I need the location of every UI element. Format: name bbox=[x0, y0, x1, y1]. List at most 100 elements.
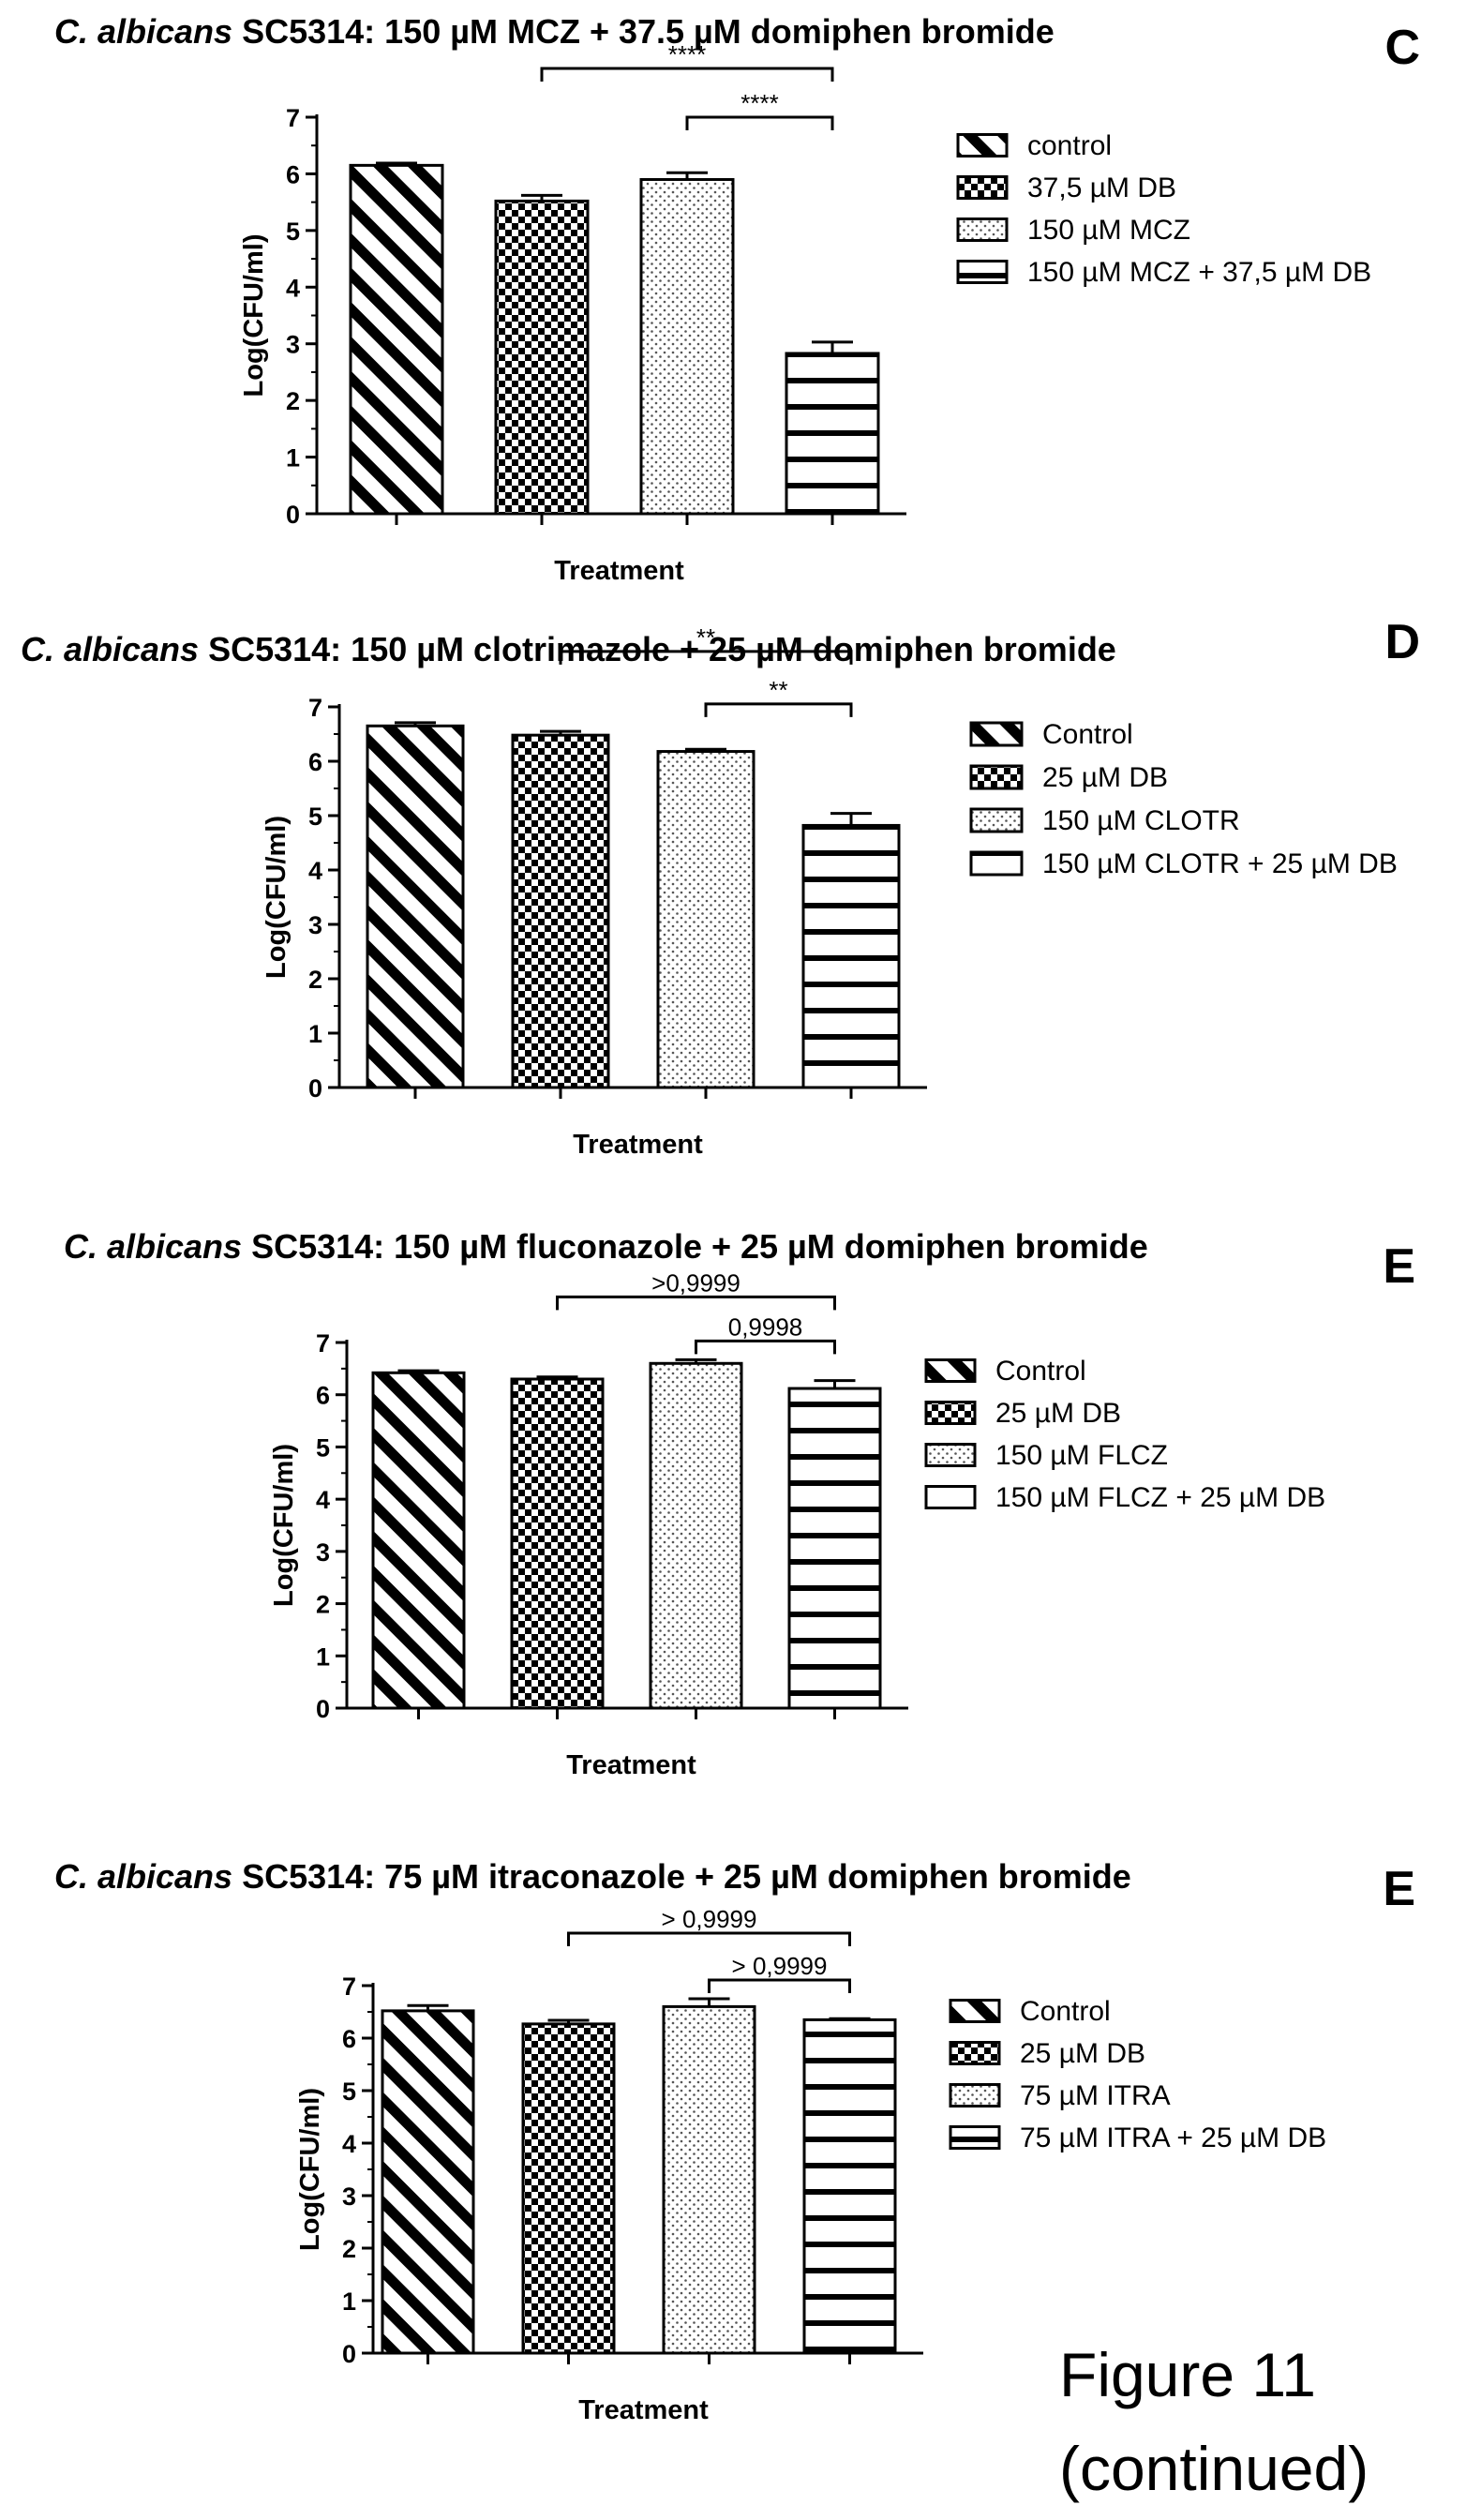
y-tick-label: 6 bbox=[342, 2025, 356, 2053]
legend-label-1: Control bbox=[995, 1356, 1086, 1387]
y-tick-label: 1 bbox=[316, 1642, 330, 1671]
x-axis-label: Treatment bbox=[578, 2395, 709, 2425]
bar-3 bbox=[656, 750, 755, 1089]
legend-label-4: 150 µM CLOTR + 25 µM DB bbox=[1042, 848, 1398, 879]
figure-caption-title: Figure 11 bbox=[1059, 2340, 1316, 2409]
significance-bracket-2 bbox=[695, 1339, 836, 1355]
significance-bracket-1 bbox=[559, 650, 853, 665]
legend: control 37,5 µM DB 150 µM MCZ 150 µM MCZ + … bbox=[956, 130, 1371, 288]
significance-label-1: **** bbox=[668, 40, 706, 68]
legend-label-3: 75 µM ITRA bbox=[1020, 2080, 1171, 2111]
bar-3 bbox=[639, 177, 735, 516]
legend-swatch-3 bbox=[924, 1443, 977, 1467]
y-tick-label: 2 bbox=[286, 387, 300, 415]
legend-label-3: 150 µM FLCZ bbox=[995, 1440, 1168, 1471]
chart-panel-3: C. albicans SC5314: 150 µM fluconazole +… bbox=[64, 1227, 1415, 1780]
bar-2 bbox=[510, 1377, 605, 1710]
y-tick-label: 1 bbox=[342, 2288, 356, 2316]
bar-2 bbox=[521, 2022, 616, 2355]
y-tick-label: 0 bbox=[308, 1074, 322, 1102]
legend-swatch-1 bbox=[924, 1358, 977, 1383]
bar-1 bbox=[366, 724, 465, 1089]
legend-label-2: 25 µM DB bbox=[1020, 2038, 1145, 2069]
legend-label-4: 75 µM ITRA + 25 µM DB bbox=[1020, 2122, 1326, 2153]
y-tick-label: 2 bbox=[308, 966, 322, 994]
y-tick-label: 7 bbox=[316, 1329, 330, 1358]
y-tick-label: 6 bbox=[286, 160, 300, 188]
x-axis-label: Treatment bbox=[566, 1750, 696, 1780]
bar-2 bbox=[494, 199, 590, 516]
y-axis-label: Log(CFU/ml) bbox=[262, 816, 292, 979]
bar-4 bbox=[785, 352, 880, 516]
y-tick-label: 3 bbox=[342, 2182, 356, 2211]
significance-label-2: > 0,9999 bbox=[732, 1952, 828, 1980]
legend-label-3: 150 µM CLOTR bbox=[1042, 805, 1240, 836]
chart-title: C. albicans SC5314: 150 µM clotrimazole … bbox=[21, 630, 1116, 668]
significance-label-2: 0,9998 bbox=[728, 1312, 803, 1341]
y-tick-label: 3 bbox=[286, 331, 300, 359]
chart-title-species: C. albicans bbox=[54, 12, 232, 51]
legend-swatch-2 bbox=[969, 764, 1024, 790]
y-tick-label: 1 bbox=[308, 1020, 322, 1048]
y-tick-label: 1 bbox=[286, 444, 300, 472]
chart-title-text: SC5314: 75 µM itraconazole + 25 µM domip… bbox=[232, 1857, 1131, 1896]
y-axis-label: Log(CFU/ml) bbox=[295, 2088, 325, 2251]
bar-3 bbox=[649, 1361, 743, 1710]
significance-bracket-1 bbox=[567, 1931, 851, 1946]
significance-bracket-2 bbox=[708, 1978, 851, 1993]
chart-title-text: SC5314: 150 µM clotrimazole + 25 µM domi… bbox=[199, 630, 1116, 668]
significance-bracket-2 bbox=[685, 115, 834, 130]
panel-letter: E bbox=[1383, 1239, 1415, 1294]
y-tick-label: 0 bbox=[286, 501, 300, 529]
significance-label-1: > 0,9999 bbox=[662, 1905, 757, 1933]
y-tick-label: 6 bbox=[308, 748, 322, 776]
y-tick-label: 7 bbox=[342, 1972, 356, 2001]
y-tick-label: 4 bbox=[342, 2130, 356, 2158]
legend-swatch-4 bbox=[969, 850, 1024, 877]
y-tick-label: 0 bbox=[342, 2340, 356, 2368]
legend: Control 25 µM DB 75 µM ITRA 75 µM ITRA + 25… bbox=[949, 1996, 1326, 2153]
legend-swatch-1 bbox=[969, 721, 1024, 747]
x-axis-label: Treatment bbox=[573, 1130, 703, 1160]
chart-title: C. albicans SC5314: 150 µM MCZ + 37.5 µM… bbox=[54, 12, 1055, 51]
bar-4 bbox=[802, 2018, 897, 2355]
bar-2 bbox=[511, 733, 610, 1089]
significance-label-1: ** bbox=[696, 623, 715, 652]
legend-label-4: 150 µM FLCZ + 25 µM DB bbox=[995, 1482, 1325, 1513]
chart-title: C. albicans SC5314: 150 µM fluconazole +… bbox=[64, 1227, 1148, 1266]
y-tick-label: 4 bbox=[316, 1486, 330, 1514]
y-tick-label: 4 bbox=[286, 274, 300, 302]
bar-4 bbox=[787, 1387, 882, 1710]
significance-label-2: ** bbox=[769, 676, 787, 704]
y-tick-label: 7 bbox=[286, 104, 300, 132]
legend-label-2: 25 µM DB bbox=[995, 1398, 1121, 1429]
legend-label-1: Control bbox=[1042, 719, 1133, 750]
significance-bracket-1 bbox=[556, 1295, 836, 1311]
y-tick-label: 4 bbox=[308, 857, 322, 885]
legend-swatch-2 bbox=[924, 1401, 977, 1425]
panel-letter: C bbox=[1384, 21, 1420, 75]
legend-label-3: 150 µM MCZ bbox=[1027, 215, 1190, 246]
significance-label-1: >0,9999 bbox=[651, 1268, 740, 1297]
legend-swatch-1 bbox=[956, 133, 1009, 158]
chart-title-text: SC5314: 150 µM MCZ + 37.5 µM domiphen br… bbox=[232, 12, 1055, 51]
legend-swatch-4 bbox=[956, 260, 1009, 284]
chart-title-species: C. albicans bbox=[21, 630, 199, 668]
bar-1 bbox=[371, 1371, 466, 1710]
legend: Control 25 µM DB 150 µM CLOTR 150 µM CLOTR … bbox=[969, 719, 1398, 879]
x-axis-label: Treatment bbox=[554, 556, 684, 586]
y-tick-label: 3 bbox=[316, 1538, 330, 1567]
y-axis-label: Log(CFU/ml) bbox=[269, 1444, 299, 1607]
chart-panel-4: C. albicans SC5314: 75 µM itraconazole +… bbox=[54, 1857, 1415, 2425]
legend-swatch-2 bbox=[956, 175, 1009, 200]
legend-swatch-2 bbox=[949, 2041, 1001, 2065]
bar-4 bbox=[801, 823, 901, 1089]
panel-letter: D bbox=[1384, 615, 1420, 669]
y-tick-label: 3 bbox=[308, 911, 322, 939]
chart-panel-2: C. albicans SC5314: 150 µM clotrimazole … bbox=[21, 615, 1420, 1160]
figure-caption-continued: (continued) bbox=[1059, 2434, 1369, 2503]
chart-title-text: SC5314: 150 µM fluconazole + 25 µM domip… bbox=[242, 1227, 1148, 1266]
significance-bracket-2 bbox=[704, 702, 853, 717]
bar-1 bbox=[381, 2009, 475, 2355]
